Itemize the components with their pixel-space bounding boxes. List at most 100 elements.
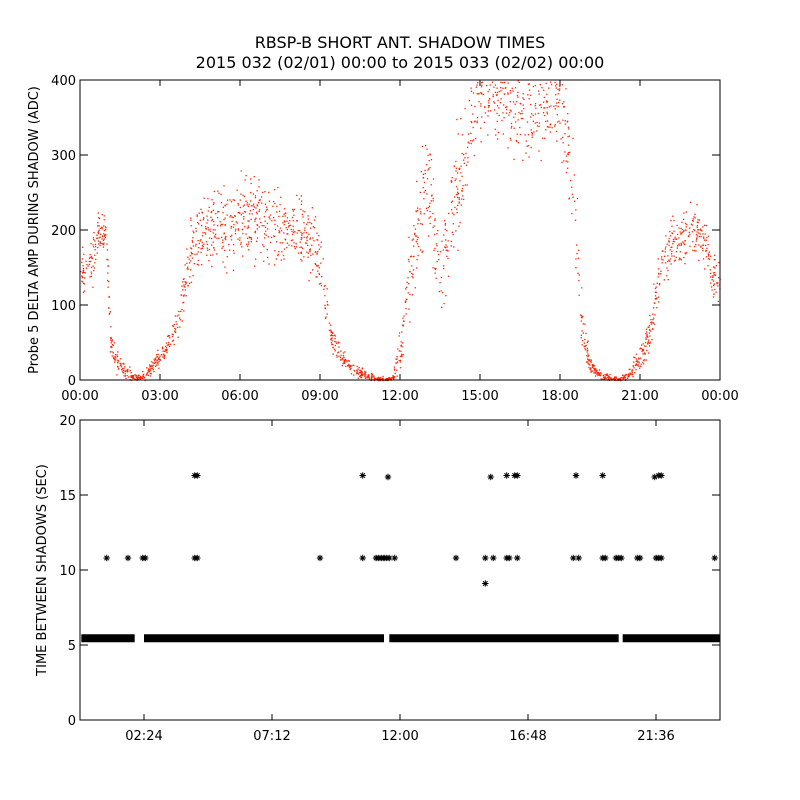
amplitude-point bbox=[705, 239, 707, 241]
amplitude-point bbox=[521, 112, 523, 115]
amplitude-point bbox=[361, 373, 363, 375]
amplitude-point bbox=[705, 250, 707, 252]
amplitude-point bbox=[692, 219, 694, 222]
amplitude-point bbox=[396, 358, 398, 360]
amplitude-point bbox=[714, 274, 716, 276]
amplitude-point bbox=[468, 142, 470, 144]
amplitude-point bbox=[416, 267, 418, 269]
amplitude-point bbox=[302, 247, 304, 250]
amplitude-point bbox=[302, 216, 304, 218]
amplitude-point bbox=[150, 366, 152, 368]
amplitude-point bbox=[447, 275, 450, 277]
amplitude-point bbox=[254, 265, 256, 267]
amplitude-point bbox=[307, 252, 309, 254]
amplitude-point bbox=[455, 230, 457, 232]
amplitude-point bbox=[717, 282, 719, 284]
amplitude-point bbox=[453, 214, 455, 216]
amplitude-point bbox=[412, 273, 414, 275]
amplitude-point bbox=[654, 291, 657, 293]
amplitude-point bbox=[407, 277, 409, 279]
amplitude-point bbox=[359, 369, 361, 371]
amplitude-point bbox=[373, 376, 375, 378]
amplitude-point bbox=[335, 341, 337, 343]
amplitude-point bbox=[434, 219, 436, 221]
amplitude-point bbox=[180, 310, 182, 312]
amplitude-point bbox=[396, 375, 398, 377]
amplitude-point bbox=[597, 374, 599, 376]
amplitude-point bbox=[511, 87, 513, 89]
amplitude-point bbox=[717, 300, 719, 302]
amplitude-point bbox=[578, 274, 580, 276]
amplitude-point bbox=[202, 218, 205, 221]
amplitude-point bbox=[458, 202, 460, 204]
amplitude-point bbox=[582, 315, 584, 317]
amplitude-point bbox=[206, 243, 209, 245]
amplitude-point bbox=[368, 378, 371, 380]
amplitude-point bbox=[578, 279, 580, 282]
amplitude-point bbox=[158, 358, 160, 360]
amplitude-point bbox=[243, 204, 246, 206]
amplitude-point bbox=[560, 138, 562, 140]
amplitude-point bbox=[678, 243, 680, 245]
amplitude-point bbox=[212, 229, 214, 231]
amplitude-point bbox=[550, 105, 552, 107]
amplitude-point bbox=[435, 267, 437, 270]
amplitude-point bbox=[499, 102, 502, 104]
amplitude-point bbox=[313, 240, 315, 242]
amplitude-point bbox=[269, 241, 272, 244]
amplitude-point bbox=[549, 124, 551, 126]
amplitude-point bbox=[266, 249, 268, 251]
amplitude-point bbox=[312, 253, 314, 255]
bottom-y-axis-label: TIME BETWEEN SHADOWS (SEC) bbox=[35, 464, 50, 677]
amplitude-point bbox=[392, 375, 394, 377]
amplitude-point bbox=[340, 350, 342, 352]
amplitude-point bbox=[522, 104, 524, 106]
amplitude-point bbox=[635, 360, 637, 362]
amplitude-point bbox=[330, 330, 332, 332]
amplitude-point bbox=[183, 301, 185, 304]
amplitude-point bbox=[503, 93, 506, 95]
amplitude-point bbox=[370, 373, 373, 375]
amplitude-point bbox=[419, 249, 422, 251]
amplitude-point bbox=[159, 355, 161, 357]
amplitude-point bbox=[117, 365, 119, 368]
amplitude-point bbox=[676, 233, 679, 236]
amplitude-point bbox=[697, 229, 699, 231]
amplitude-point bbox=[94, 240, 96, 242]
amplitude-point bbox=[653, 317, 655, 319]
amplitude-point bbox=[411, 239, 413, 241]
amplitude-point bbox=[657, 258, 659, 260]
amplitude-point bbox=[324, 284, 326, 287]
amplitude-point bbox=[481, 81, 484, 83]
amplitude-point bbox=[212, 203, 215, 205]
amplitude-point bbox=[460, 204, 462, 206]
amplitude-point bbox=[224, 204, 226, 206]
amplitude-point bbox=[231, 216, 233, 218]
amplitude-point bbox=[241, 228, 243, 231]
amplitude-point bbox=[488, 98, 491, 100]
amplitude-point bbox=[373, 378, 376, 381]
amplitude-point bbox=[309, 238, 311, 240]
amplitude-point bbox=[491, 81, 494, 83]
amplitude-point bbox=[658, 301, 660, 303]
amplitude-point bbox=[567, 153, 570, 156]
amplitude-point bbox=[695, 234, 698, 236]
amplitude-point bbox=[668, 244, 670, 246]
amplitude-point bbox=[317, 265, 319, 267]
amplitude-point bbox=[549, 123, 552, 125]
amplitude-point bbox=[157, 362, 159, 364]
amplitude-point bbox=[96, 237, 98, 239]
amplitude-point bbox=[607, 375, 609, 377]
amplitude-point bbox=[164, 354, 166, 357]
amplitude-point bbox=[320, 241, 322, 243]
amplitude-point bbox=[398, 360, 400, 362]
amplitude-point bbox=[260, 196, 263, 198]
amplitude-point bbox=[480, 86, 483, 88]
amplitude-point bbox=[247, 225, 249, 227]
amplitude-point bbox=[310, 254, 312, 256]
amplitude-point bbox=[413, 233, 416, 236]
amplitude-point bbox=[282, 215, 284, 217]
amplitude-point bbox=[447, 250, 449, 252]
amplitude-point bbox=[373, 375, 375, 377]
amplitude-point bbox=[555, 85, 557, 87]
